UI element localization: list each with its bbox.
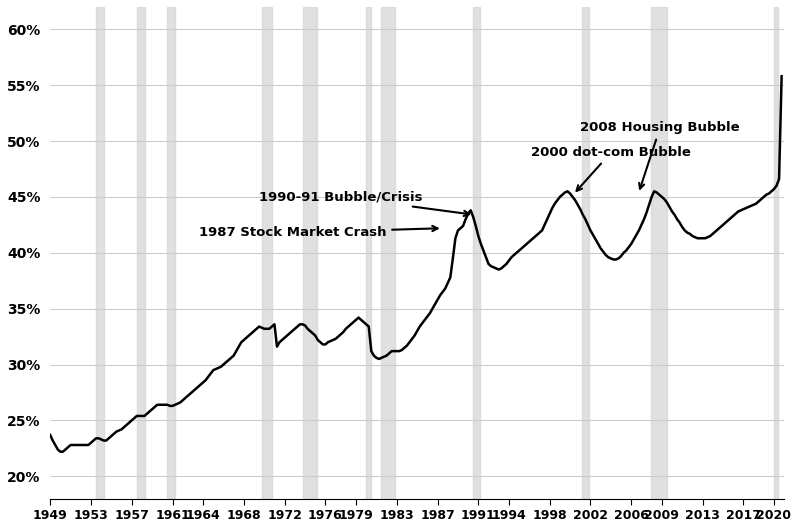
Text: 1987 Stock Market Crash: 1987 Stock Market Crash [199, 226, 438, 239]
Bar [167, 7, 174, 499]
Text: 2000 dot-com Bubble: 2000 dot-com Bubble [531, 145, 691, 191]
Bar [474, 7, 480, 499]
Bar [650, 7, 667, 499]
Bar [774, 7, 778, 499]
Bar [366, 7, 371, 499]
Bar [262, 7, 273, 499]
Bar [96, 7, 104, 499]
Bar [303, 7, 318, 499]
Bar [582, 7, 590, 499]
Bar [137, 7, 145, 499]
Bar [382, 7, 394, 499]
Text: 2008 Housing Bubble: 2008 Housing Bubble [580, 121, 740, 189]
Text: 1990-91 Bubble/Crisis: 1990-91 Bubble/Crisis [258, 190, 469, 216]
